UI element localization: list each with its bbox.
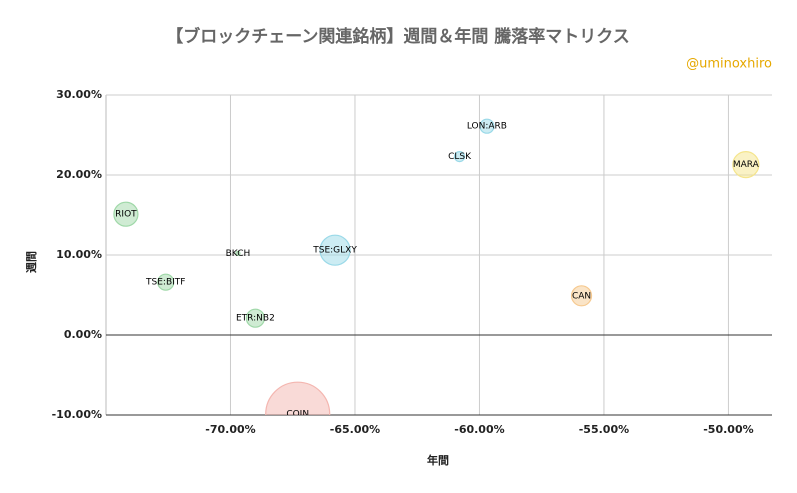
y-tick-label: -10.00% [52,408,102,421]
x-tick-label: -50.00% [703,423,753,436]
bubble-label: RIOT [115,210,137,220]
bubble [245,308,265,328]
bubble-label: CLSK [448,152,472,162]
x-tick-label: -70.00% [205,423,255,436]
bubble [113,201,139,227]
bubble [319,234,351,266]
bubble-label: TSE:BITF [145,278,185,288]
chart-title: 【ブロックチェーン関連銘柄】週間＆年間 騰落率マトリクス [166,26,630,47]
bubble [570,285,593,307]
bubble-label: TSE:GLXY [312,246,357,256]
y-axis-title: 週間 [24,251,38,273]
bubble-label: LON:ARB [467,122,507,132]
bubble [453,151,466,163]
bubble-label: COIN [286,410,309,420]
y-tick-label: 20.00% [56,168,102,181]
x-tick-label: -65.00% [330,423,380,436]
bubble-label: MARA [733,160,760,170]
y-tick-label: 0.00% [64,328,102,341]
y-tick-label: 30.00% [56,88,102,101]
bubble-label: CAN [572,291,591,301]
bubble [157,273,175,291]
bubble [732,151,760,179]
bubble [265,381,331,415]
bubble-label: ETR:NB2 [236,314,275,324]
bubble-label: BKCH [226,249,251,259]
bubbles: RIOT TSE:BITF BKCH ETR:NB2 TSE:GLXY COIN CLSK L… [113,118,760,420]
watermark: @uminoxhiro [686,57,772,72]
x-tick-label: -55.00% [579,423,629,436]
x-tick-label: -60.00% [454,423,504,436]
bubble [479,118,495,134]
bubble [235,250,241,256]
y-tick-label: 10.00% [56,248,102,261]
x-axis-title: 年間 [427,453,449,467]
